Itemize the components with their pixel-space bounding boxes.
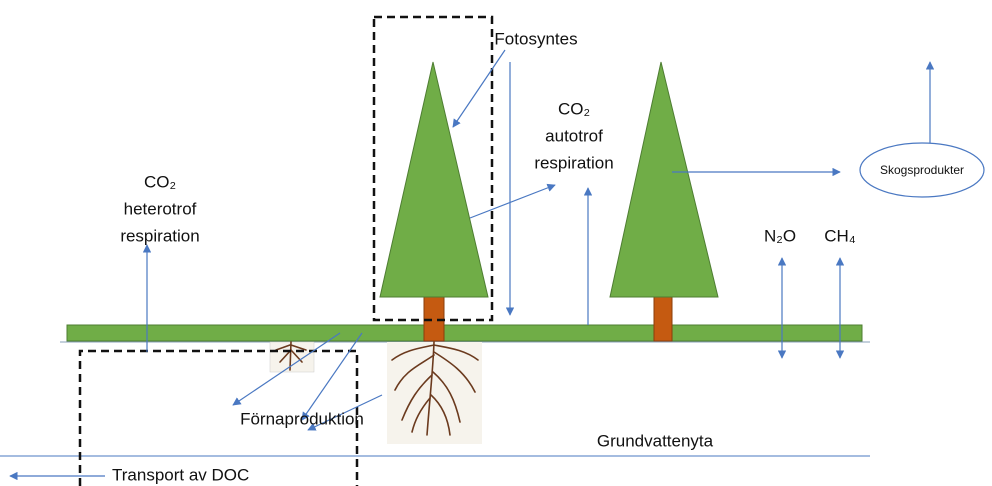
label: N₂O: [764, 226, 796, 245]
small-root-bg: [269, 341, 315, 373]
label: Fotosyntes: [494, 29, 577, 48]
root-bg: [387, 342, 482, 444]
dashed-box: [372, 15, 494, 322]
label: CH₄: [824, 226, 856, 245]
label: Transport av DOC: [112, 465, 249, 484]
label: CO₂: [144, 172, 176, 191]
arrows: [9, 49, 935, 481]
label: respiration: [534, 153, 613, 172]
roots: [391, 341, 479, 436]
product-ellipse: [859, 142, 985, 198]
dashed-box: [78, 349, 359, 486]
label: Grundvattenyta: [597, 431, 714, 450]
ground: [66, 324, 863, 342]
label: Förnaproduktion: [240, 409, 364, 428]
tree: [609, 61, 719, 298]
label: heterotrof: [124, 199, 197, 218]
tree: [379, 61, 489, 298]
trunk: [653, 296, 673, 342]
label: autotrof: [545, 126, 603, 145]
label: CO₂: [558, 99, 590, 118]
label: respiration: [120, 226, 199, 245]
label: Skogsprodukter: [880, 163, 964, 177]
